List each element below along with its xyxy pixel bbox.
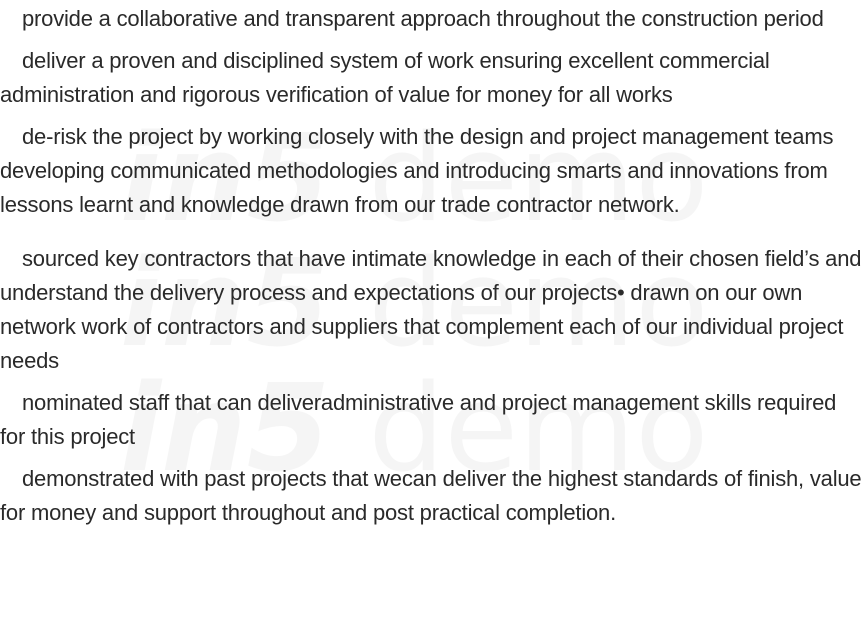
paragraph-nominated-staff: nominated staff that can deliveradminist…	[0, 390, 837, 449]
paragraph-collaborative-approach: provide a collaborative and transparent …	[22, 6, 824, 31]
paragraph-de-risk: de-risk the project by working closely w…	[0, 124, 834, 217]
paragraph-key-contractors: sourced key contractors that have intima…	[0, 246, 862, 373]
paragraph-proven-system: deliver a proven and disciplined system …	[0, 48, 770, 107]
document-body: provide a collaborative and transparent …	[0, 2, 866, 530]
paragraph-past-projects: demonstrated with past projects that wec…	[0, 466, 862, 525]
